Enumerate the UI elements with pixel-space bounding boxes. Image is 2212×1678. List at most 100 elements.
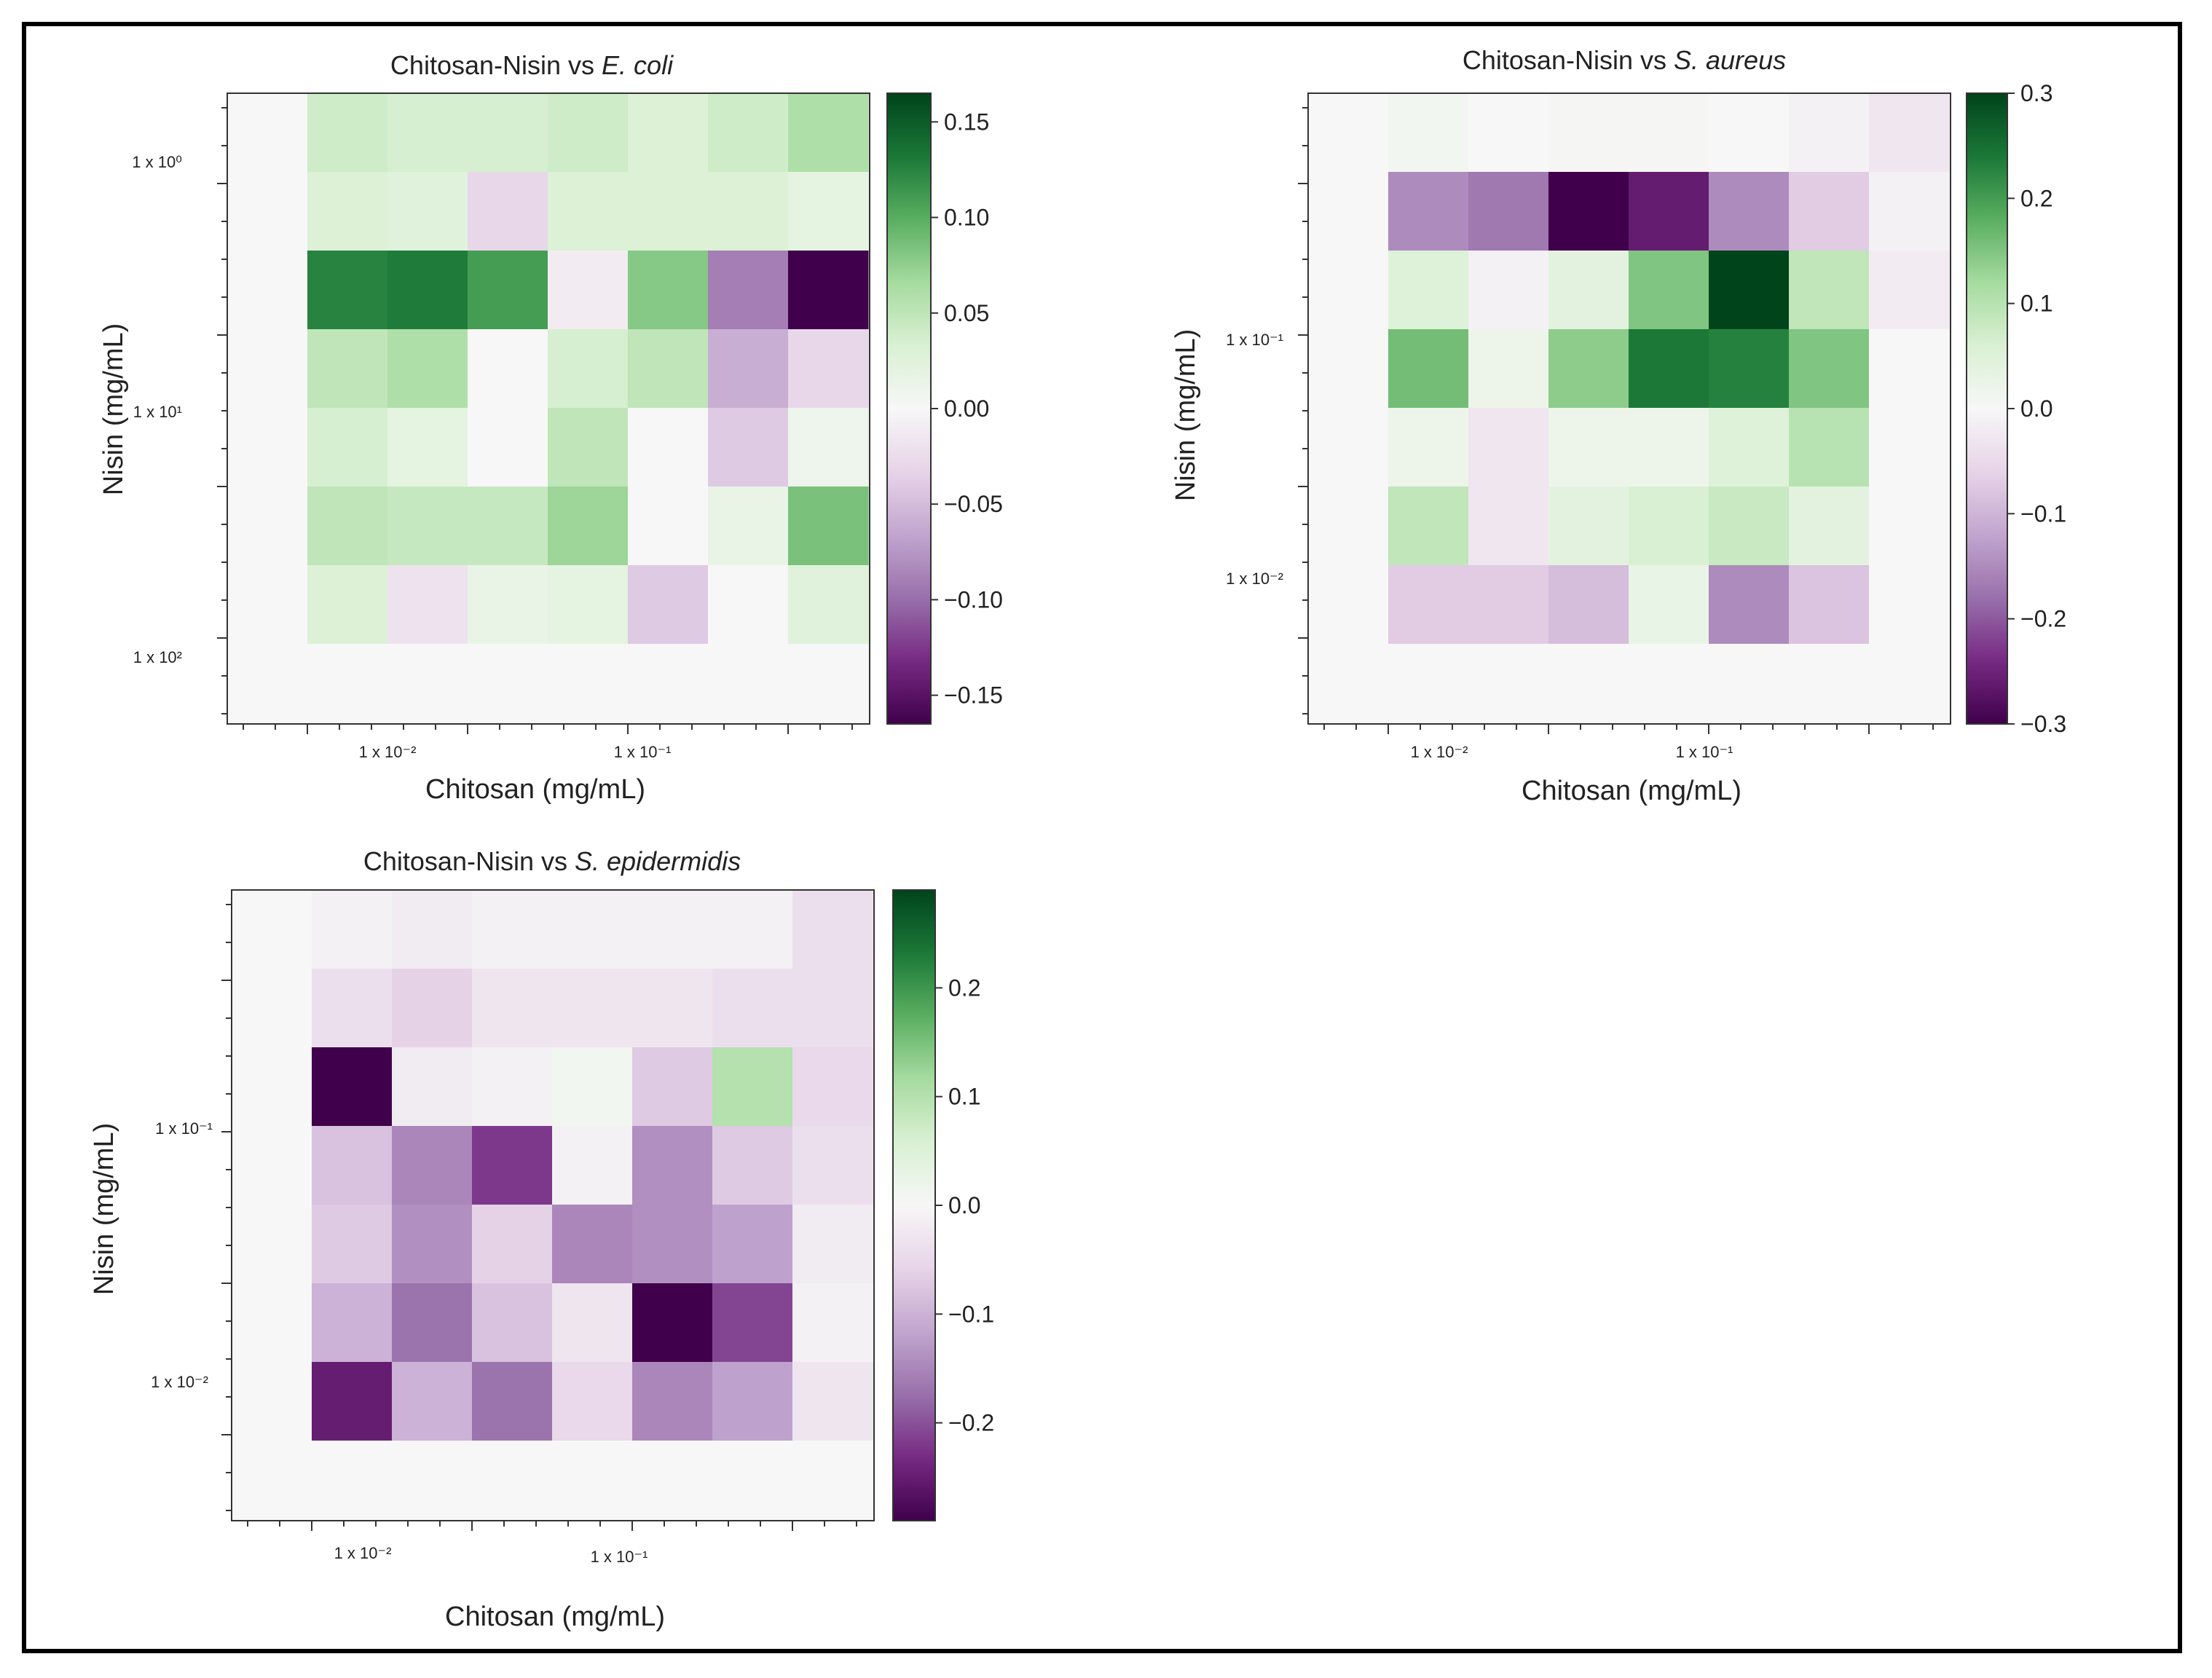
heatmap-cell (632, 1441, 713, 1521)
heatmap-cell (708, 565, 789, 645)
heatmap-cells (1308, 93, 1951, 724)
heatmap-cell (788, 644, 869, 724)
heatmap-cell (788, 565, 869, 645)
colorbar-tick-label: 0.2 (948, 974, 980, 1001)
heatmap-cell (788, 172, 869, 251)
heatmap-cell (392, 1047, 473, 1127)
y-axis-label: Nisin (mg/mL) (98, 323, 129, 495)
heatmap-cell (1308, 487, 1389, 566)
heatmap-cell (548, 644, 629, 724)
heatmap-cell (708, 93, 789, 173)
colorbar-tick-label: −0.05 (944, 491, 1003, 517)
x-tick-label: 1 x 10⁻² (359, 743, 417, 761)
heatmap-cell (307, 329, 388, 409)
heatmap-cell (1388, 172, 1469, 251)
heatmap-cell (788, 408, 869, 487)
heatmap-cell (472, 1283, 553, 1363)
heatmap-cell (1629, 172, 1709, 251)
x-axis-minor-ticks (1323, 724, 1934, 734)
plot-frame (231, 889, 875, 1521)
heatmap-cell (1709, 93, 1790, 173)
colorbar-gradient (892, 889, 936, 1521)
heatmap-cell (552, 1205, 633, 1284)
heatmap-cell (468, 644, 548, 724)
heatmap-cell (1548, 172, 1629, 251)
heatmap-cell (468, 565, 548, 645)
heatmap-cell (227, 251, 308, 330)
heatmap-cell (1548, 408, 1629, 487)
heatmap-cell (1869, 93, 1950, 173)
heatmap-cell (1709, 172, 1790, 251)
heatmap-cell (1629, 565, 1709, 645)
heatmap-cell (708, 487, 789, 566)
heatmap-cell (1308, 408, 1389, 487)
heatmap-cell (227, 487, 308, 566)
heatmap-cell (1869, 487, 1950, 566)
colorbar-tick-label: 0.3 (2020, 80, 2052, 106)
heatmap-cell (1388, 408, 1469, 487)
heatmap-cell (1548, 329, 1629, 409)
heatmap-cell (632, 1126, 713, 1205)
heatmap-cell (788, 329, 869, 409)
heatmap-cell (792, 1362, 873, 1441)
heatmap-cell (232, 1283, 312, 1363)
heatmap-cell (392, 890, 473, 969)
y-axis-label: Nisin (mg/mL) (1170, 329, 1201, 501)
heatmap-cell (468, 487, 548, 566)
heatmap-cell (1548, 487, 1629, 566)
y-tick-label: 1 x 10⁻² (151, 1373, 208, 1391)
heatmap-cell (472, 890, 553, 969)
heatmap-cell (1869, 644, 1950, 724)
heatmap-cell (1789, 329, 1870, 409)
heatmap-cell (792, 890, 873, 969)
heatmap-cell (387, 487, 468, 566)
heatmap-cell (708, 644, 789, 724)
heatmap-cell (1308, 172, 1389, 251)
heatmap-cell (392, 1441, 473, 1521)
heatmap-cell (712, 969, 793, 1048)
heatmap-cell (1709, 408, 1790, 487)
heatmap-panel-saureus: Chitosan-Nisin vs S. aureus 1 x 10⁻¹ 1 x… (1170, 45, 2066, 806)
heatmap-cell (232, 969, 312, 1048)
x-axis-label: Chitosan (mg/mL) (445, 1602, 665, 1632)
colorbar-tick-label: 0.05 (944, 300, 989, 326)
x-tick-label: 1 x 10⁻² (334, 1544, 392, 1562)
y-tick-label: 1 x 10¹ (133, 403, 182, 421)
heatmap-cell (1789, 93, 1870, 173)
heatmap-cell (392, 1126, 473, 1205)
colorbar-gradient (886, 92, 932, 725)
heatmap-cell (232, 1362, 312, 1441)
panel-title: Chitosan-Nisin vs S. epidermidis (363, 846, 741, 876)
heatmap-cell (387, 329, 468, 409)
y-tick-label: 1 x 10⁻¹ (1226, 331, 1283, 349)
heatmap-cell (548, 329, 629, 409)
heatmap-cell (312, 890, 393, 969)
heatmap-cell (712, 1047, 793, 1127)
heatmap-cell (552, 1441, 633, 1521)
heatmap-cell (1869, 565, 1950, 645)
heatmap-cell (632, 969, 713, 1048)
heatmap-cell (1308, 565, 1389, 645)
heatmap-cell (552, 1126, 633, 1205)
heatmap-cell (712, 1362, 793, 1441)
heatmap-cell (628, 251, 709, 330)
heatmap-cell (312, 1126, 393, 1205)
heatmap-cell (232, 1441, 312, 1521)
heatmap-panel-sepidermidis: Chitosan-Nisin vs S. epidermidis 1 x 10⁻… (89, 846, 994, 1632)
heatmap-cell (1789, 487, 1870, 566)
heatmap-cell (472, 1441, 553, 1521)
colorbar-tick-label: −0.2 (948, 1410, 994, 1436)
x-tick-label: 1 x 10⁻² (1411, 743, 1468, 761)
heatmap-cell (312, 969, 393, 1048)
heatmap-cell (1468, 93, 1549, 173)
heatmap-cell (552, 1362, 633, 1441)
heatmap-cell (1629, 251, 1709, 330)
heatmap-cell (1629, 408, 1709, 487)
heatmap-cell (307, 172, 388, 251)
heatmap-cell (387, 408, 468, 487)
y-axis-minor-ticks (217, 107, 227, 714)
heatmap-cell (708, 408, 789, 487)
x-tick-label: 1 x 10⁻¹ (614, 743, 672, 761)
heatmap-cell (632, 1205, 713, 1284)
